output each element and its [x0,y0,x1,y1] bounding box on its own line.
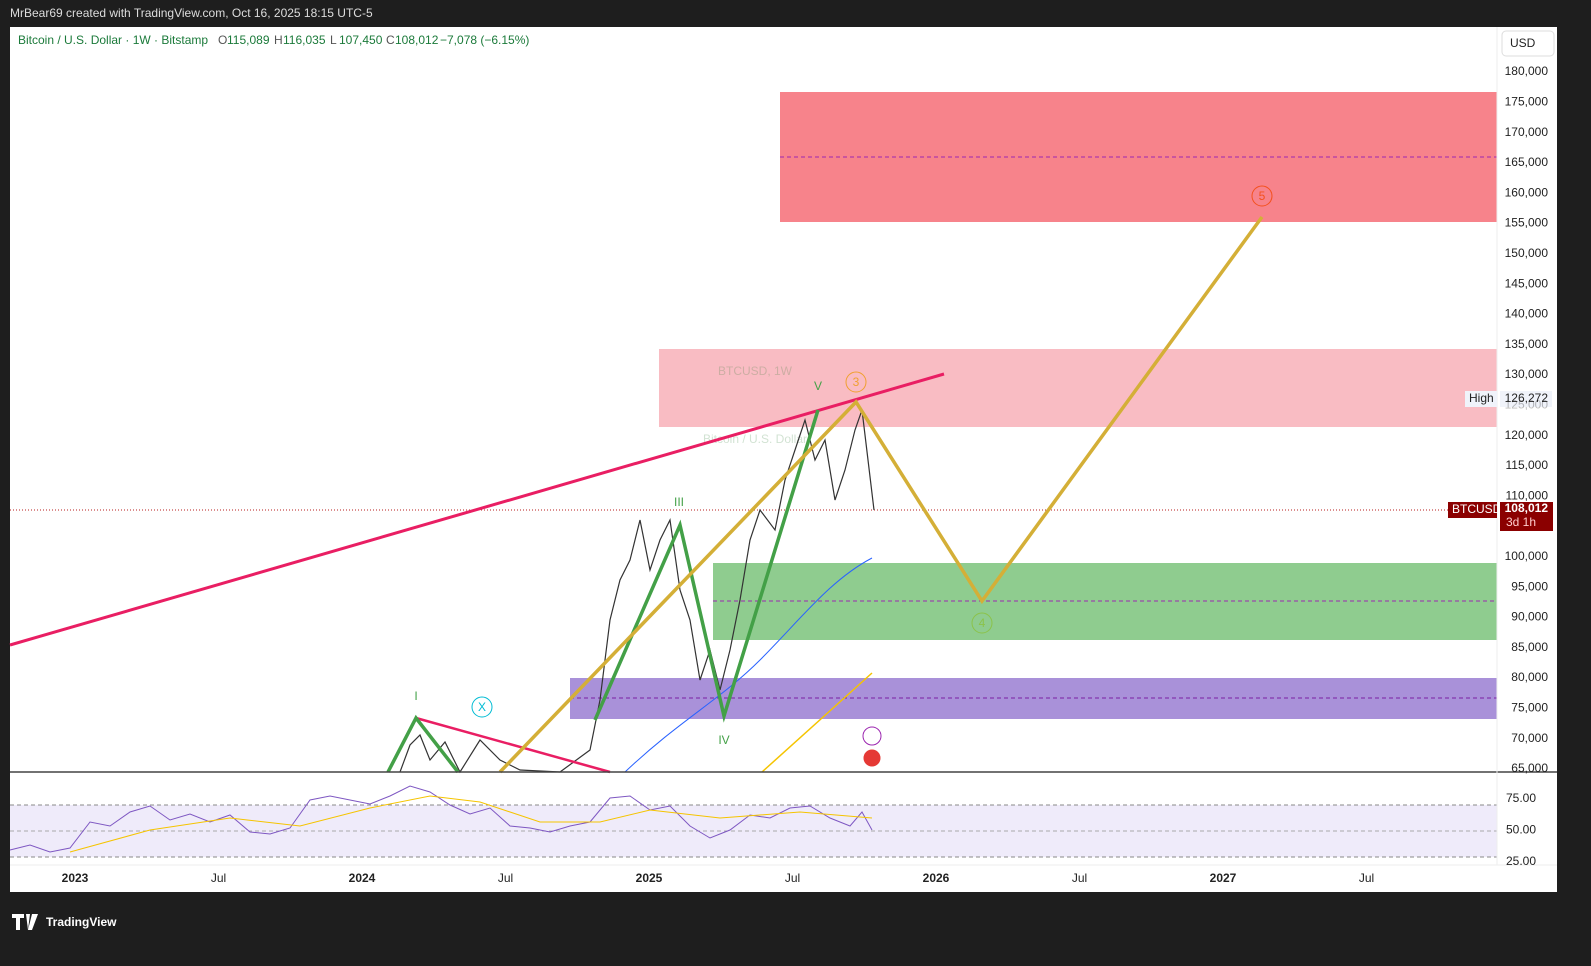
time-axis-label: Jul [785,871,800,885]
wave-label: III [674,495,684,509]
rsi-line [9,785,873,853]
high-label: High [1469,391,1494,405]
trendline [9,372,945,647]
price-axis-label: 90,000 [1511,610,1548,624]
price-axis-label: 95,000 [1511,579,1548,593]
price-axis-label: 150,000 [1505,246,1549,260]
price-value: 108,012 [1505,501,1549,515]
wave-circle [845,371,867,393]
watermark-title: BTCUSD, 1W [718,364,793,378]
price-axis-label: 125,000 [1505,397,1549,411]
wave-label: V [814,379,822,393]
price-axis-label: 80,000 [1511,670,1548,684]
credit: MrBear69 created with TradingView.com, O… [10,6,373,20]
time-axis-label: Jul [1072,871,1087,885]
ohlc-value: 116,035 [283,33,326,47]
legend-symbol: Bitcoin / U.S. Dollar · 1W · Bitstamp [18,33,208,47]
ohlc-value: 107,450 [339,33,383,47]
resistance-zone [659,349,1497,427]
price-axis-label: 65,000 [1511,761,1548,775]
price-axis-label: 155,000 [1505,216,1549,230]
currency: USD [1510,36,1536,50]
time-axis-label: 2023 [62,871,89,885]
price-axis-label: 165,000 [1505,155,1549,169]
moving-average [624,557,873,773]
price-axis-label: 115,000 [1506,458,1549,472]
price-axis-label: 160,000 [1505,185,1549,199]
high-value: 126,272 [1505,391,1549,405]
price-symbol: BTCUSD [1452,502,1502,516]
ohlc-label: C [386,33,395,47]
price-axis-label: 130,000 [1505,367,1549,381]
price-axis-label: 140,000 [1505,307,1549,321]
wave-label: 3 [853,375,860,389]
wave-circle [1251,185,1273,207]
price-axis-label: 135,000 [1505,337,1549,351]
price-axis-label: 110,000 [1506,488,1549,502]
wave-label: 5 [1259,189,1266,203]
brand-logo [12,914,38,930]
wave-circle [471,696,493,718]
high-tag [1500,391,1552,407]
ohlc-value: 115,089 [227,33,270,47]
ohlc-value: 108,012 [395,33,439,47]
wave-label: X [478,700,486,714]
price-axis-label: 145,000 [1505,276,1549,290]
time-axis-label: 2026 [923,871,950,885]
projection-line [498,215,1264,774]
time-axis-label: Jul [211,871,226,885]
ohlc-label: L [330,33,337,47]
price-path [399,409,875,774]
rsi-axis-label: 50.00 [1506,823,1536,837]
ohlc-label: H [274,33,283,47]
brand: TradingView [46,915,117,929]
event-icon[interactable] [862,726,882,746]
rsi-axis-label: 25.00 [1506,854,1536,868]
moving-average [761,672,873,773]
currency-button[interactable] [1501,30,1555,57]
wave-label: 4 [979,616,986,630]
time-axis-label: 2024 [349,871,376,885]
legend-change: −7,078 (−6.15%) [440,33,529,47]
time-axis-label: Jul [1359,871,1374,885]
countdown: 3d 1h [1506,515,1536,529]
price-axis-label: 175,000 [1505,94,1549,108]
time-axis-label: 2025 [636,871,663,885]
wave-label: I [414,689,417,703]
rsi-axis-label: 75.00 [1506,791,1536,805]
price-axis-label: 85,000 [1511,640,1548,654]
ohlc-label: O [218,33,227,47]
price-tag [1448,502,1497,518]
price-axis-label: 180,000 [1505,64,1549,78]
price-axis-label: 75,000 [1511,700,1548,714]
wave-circle [971,612,993,634]
wave-line [386,714,460,774]
time-axis-label: Jul [498,871,513,885]
time-axis-label: 2027 [1210,871,1237,885]
high-tag [1465,391,1497,407]
trendline [415,716,611,774]
legend-ohlc: O 115,089 H 116,035 L 107,450 C 108,012 [218,33,439,47]
price-axis-label: 120,000 [1505,428,1549,442]
event-icon[interactable] [862,748,882,768]
price-axis-label: 70,000 [1511,731,1548,745]
wave-line [593,409,820,723]
price-tag [1500,502,1553,531]
wave-label: IV [718,733,729,747]
rsi-ma [69,795,873,853]
price-axis-label: 100,000 [1505,549,1549,563]
price-axis-label: 170,000 [1505,125,1549,139]
